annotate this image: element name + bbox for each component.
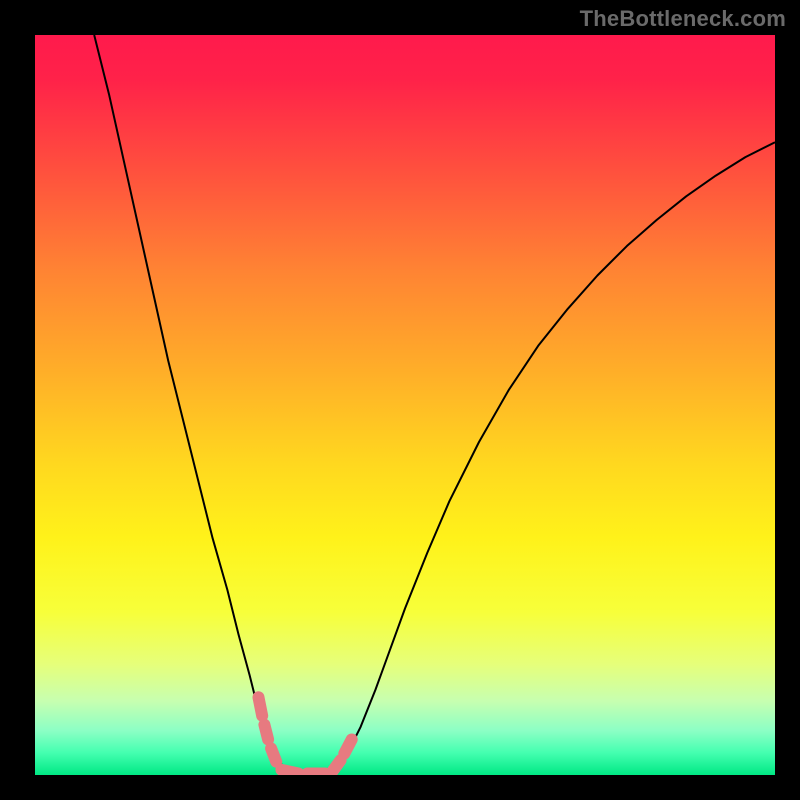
highlight-markers <box>35 35 775 775</box>
chart-frame: TheBottleneck.com <box>0 0 800 800</box>
highlight-dash-3 <box>281 770 298 774</box>
highlight-dash-5 <box>332 760 340 771</box>
plot-area <box>35 35 775 775</box>
highlight-dash-6 <box>344 739 351 753</box>
highlight-dash-0 <box>258 697 262 716</box>
watermark-text: TheBottleneck.com <box>580 6 786 32</box>
highlight-dash-1 <box>264 725 268 740</box>
highlight-dash-2 <box>271 748 276 761</box>
